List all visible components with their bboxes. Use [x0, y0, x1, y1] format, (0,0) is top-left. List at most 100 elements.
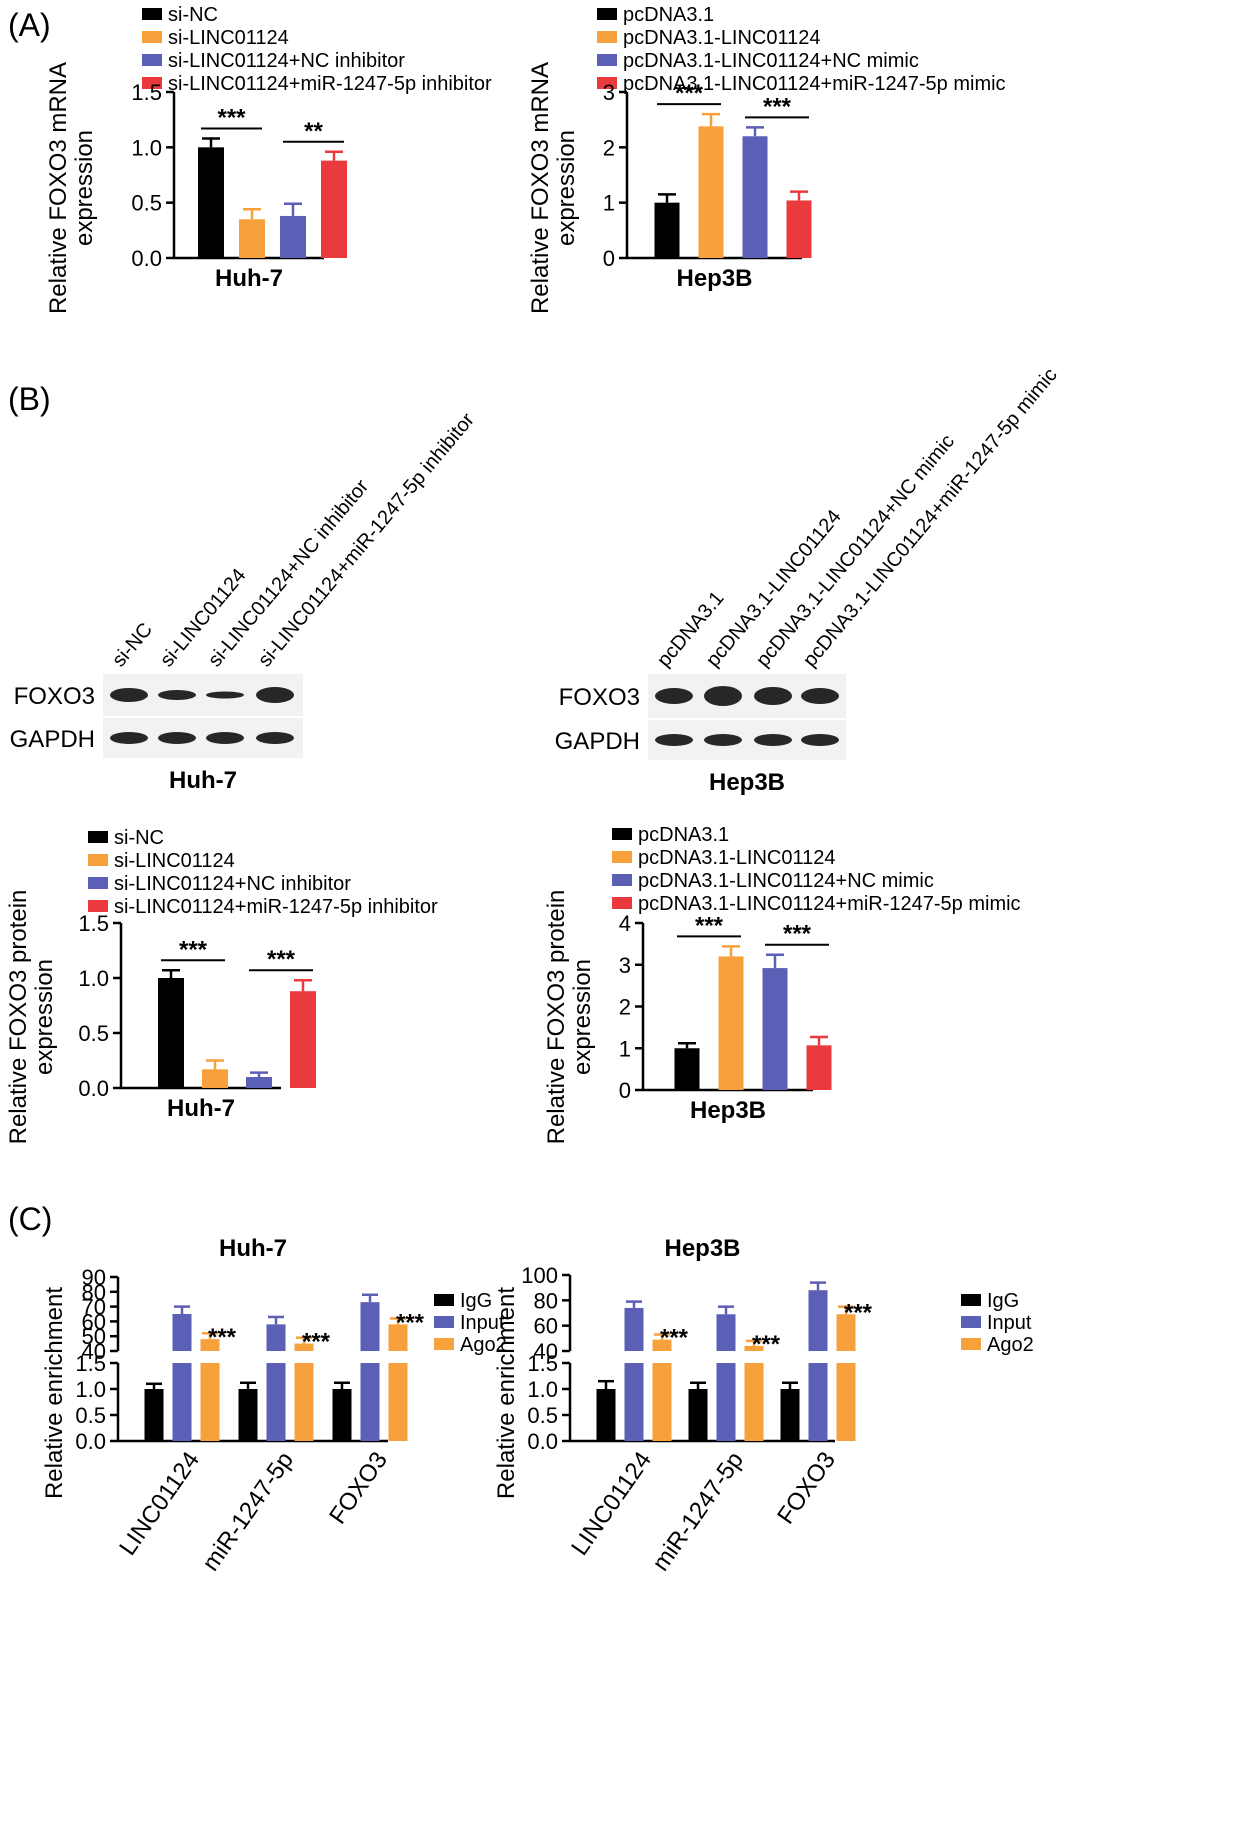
significance-label: *** [179, 936, 208, 963]
chart-1: pcDNA3.1pcDNA3.1-LINC01124pcDNA3.1-LINC0… [527, 4, 1006, 314]
y-tick-label: 60 [82, 1309, 106, 1334]
legend-swatch [434, 1338, 454, 1350]
bar [808, 1290, 828, 1351]
significance-label: ** [304, 118, 323, 145]
significance-label: *** [396, 1309, 425, 1336]
legend-entry: Input [987, 1312, 1032, 1334]
band [801, 734, 839, 746]
legend-entry: pcDNA3.1 [638, 824, 729, 846]
panel-label: (C) [8, 1201, 52, 1237]
y-tick-label: 0.5 [78, 1021, 109, 1046]
bar-lower-segment [652, 1363, 672, 1441]
y-tick-label: 60 [534, 1314, 558, 1339]
bar-lower-segment [716, 1363, 736, 1441]
legend-swatch [597, 8, 617, 20]
band [704, 734, 742, 746]
bar [198, 147, 224, 258]
bar [266, 1324, 286, 1351]
y-tick-label: 1.0 [75, 1377, 106, 1402]
legend-swatch [142, 54, 162, 66]
bar [200, 1339, 220, 1351]
y-tick-label: 1.5 [131, 80, 162, 105]
significance-label: *** [675, 80, 704, 107]
bar-lower-segment [360, 1363, 380, 1441]
chart-title: Huh-7 [219, 1235, 287, 1262]
x-tick-label: LINC01124 [114, 1447, 205, 1560]
chart-4: Huh-7 Relative enrichment 0.00.51.01.54050… [41, 1235, 507, 1576]
bar [762, 968, 788, 1090]
legend-swatch [88, 877, 108, 889]
legend-entry: pcDNA3.1-LINC01124 [638, 847, 836, 869]
y-tick-label: 0.5 [527, 1403, 558, 1428]
bar [688, 1389, 708, 1441]
significance-label: *** [217, 104, 246, 131]
y-tick-label: 0.5 [75, 1403, 106, 1428]
y-tick-label: 40 [534, 1339, 558, 1364]
legend-swatch [597, 54, 617, 66]
legend-swatch [597, 77, 617, 89]
y-tick-label: 0 [619, 1078, 631, 1103]
y-axis-label: Relative enrichment [41, 1287, 68, 1499]
legend-swatch [142, 31, 162, 43]
y-tick-label: 0.5 [131, 191, 162, 216]
blot-cell-line: Huh-7 [169, 767, 237, 794]
bar [624, 1307, 644, 1351]
bar [388, 1324, 408, 1351]
band [655, 734, 693, 746]
bar-lower-segment [200, 1363, 220, 1441]
bar [654, 202, 680, 258]
bar [742, 136, 768, 258]
significance-label: *** [783, 921, 812, 948]
y-tick-label: 1.5 [78, 911, 109, 936]
band [655, 688, 693, 704]
bar [238, 1389, 258, 1441]
legend-entry: pcDNA3.1-LINC01124+NC mimic [623, 50, 919, 72]
y-tick-label: 100 [521, 1263, 558, 1288]
legend-entry: si-LINC01124 [114, 850, 235, 872]
y-axis-label: expression [553, 130, 580, 246]
y-tick-label: 1.5 [75, 1351, 106, 1376]
legend-swatch [961, 1338, 981, 1350]
y-axis-label: expression [71, 130, 98, 246]
lane-label: si-LINC01124+miR-1247-5p inhibitor [254, 409, 479, 671]
lane-label: pcDNA3.1-LINC01124+NC mimic [752, 430, 959, 671]
bar [806, 1045, 832, 1090]
band [754, 687, 792, 705]
x-tick-label: LINC01124 [566, 1447, 657, 1560]
y-tick-label: 70 [82, 1295, 106, 1320]
bar-lower-segment [266, 1363, 286, 1441]
legend-swatch [142, 8, 162, 20]
y-tick-label: 1 [619, 1036, 631, 1061]
bar [280, 215, 306, 258]
band [704, 686, 742, 706]
row-label: FOXO3 [14, 683, 95, 710]
bar-lower-segment [808, 1363, 828, 1441]
y-tick-label: 1.5 [527, 1351, 558, 1376]
significance-label: *** [763, 93, 792, 120]
bar [652, 1339, 672, 1351]
legend-entry: pcDNA3.1-LINC01124+NC mimic [638, 870, 934, 892]
bar [744, 1345, 764, 1351]
legend-swatch [434, 1316, 454, 1328]
bar [246, 1077, 272, 1088]
legend-entry: pcDNA3.1-LINC01124+miR-1247-5p mimic [638, 893, 1021, 915]
x-axis-label: Huh-7 [167, 1095, 235, 1122]
row-label: GAPDH [10, 726, 95, 753]
legend-entry: pcDNA3.1-LINC01124+miR-1247-5p mimic [623, 73, 1006, 95]
legend-swatch [88, 854, 108, 866]
legend-swatch [88, 900, 108, 912]
x-tick-label: miR-1247-5p [647, 1447, 749, 1576]
x-axis-label: Huh-7 [215, 265, 283, 292]
band [256, 732, 294, 744]
legend-swatch [434, 1294, 454, 1306]
bar [290, 991, 316, 1088]
significance-label: *** [752, 1331, 781, 1358]
y-tick-label: 1.0 [527, 1377, 558, 1402]
chart-3: pcDNA3.1pcDNA3.1-LINC01124pcDNA3.1-LINC0… [543, 824, 1021, 1144]
bar [144, 1389, 164, 1441]
y-axis-label: expression [569, 959, 596, 1075]
